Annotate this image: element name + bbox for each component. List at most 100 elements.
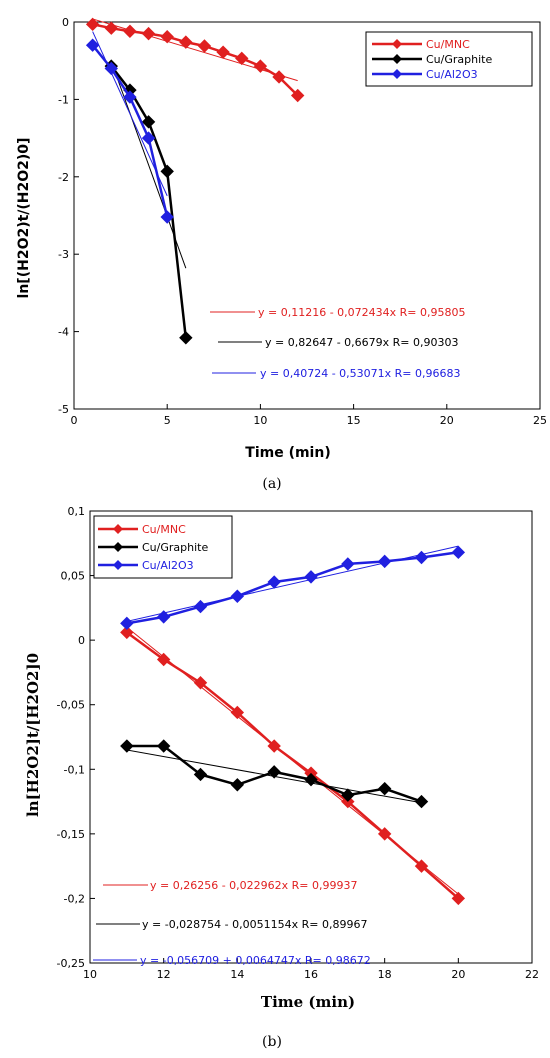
y-tick-label: 0,1 <box>68 505 86 518</box>
panel-label-b: (b) <box>262 1034 282 1050</box>
y-tick-label: 0 <box>78 634 85 647</box>
chart-a-equations: y = 0,11216 - 0,072434x R= 0,95805 y = 0,… <box>210 306 466 380</box>
y-tick-label: -2 <box>58 171 69 184</box>
data-point-marker <box>120 625 134 640</box>
data-point-marker <box>193 599 208 614</box>
series-line-3 <box>126 551 459 625</box>
chart-a-fit-lines <box>92 18 298 269</box>
data-point-marker <box>290 88 305 103</box>
equation-label: y = -0,028754 - 0,0051154x R= 0,89967 <box>142 918 367 931</box>
chart-a-x-ticks: 0 5 10 15 20 25 <box>71 404 547 427</box>
equation-label: y = 0,26256 - 0,022962x R= 0,99937 <box>150 879 358 892</box>
chart-b: 10 12 14 16 18 20 22 0,1 0,05 0 -0,05 -0,1 -0,15 -0,… <box>24 505 539 1050</box>
legend-label: Cu/Al2O3 <box>426 68 478 81</box>
data-point-marker <box>267 575 281 589</box>
data-point-marker <box>141 26 156 41</box>
data-point-marker <box>235 51 249 66</box>
y-tick-label: 0,05 <box>61 570 86 583</box>
legend-label: Cu/Graphite <box>142 541 208 554</box>
y-tick-label: 0 <box>62 16 69 29</box>
data-point-marker <box>377 827 392 841</box>
legend-marker <box>113 542 123 552</box>
legend-marker <box>392 39 402 49</box>
x-tick-label: 5 <box>164 414 171 427</box>
series-line-2 <box>110 65 188 338</box>
data-point-marker <box>267 765 281 779</box>
data-point-marker <box>104 21 118 35</box>
equation-label: y = 0,11216 - 0,072434x R= 0,95805 <box>258 306 466 319</box>
data-point-marker <box>377 554 392 569</box>
chart-b-fit-lines <box>126 545 459 895</box>
legend-label: Cu/MNC <box>142 523 186 536</box>
x-tick-label: 12 <box>157 968 171 981</box>
x-tick-label: 20 <box>451 968 465 981</box>
data-point-marker <box>253 59 268 73</box>
equation-label: y = 0,82647 - 0,6679x R= 0,90303 <box>265 336 459 349</box>
data-point-marker <box>141 115 156 129</box>
data-point-marker <box>414 794 429 809</box>
data-point-marker <box>120 616 134 631</box>
x-tick-label: 20 <box>440 414 454 427</box>
data-point-marker <box>179 331 193 345</box>
legend-marker <box>392 54 402 64</box>
data-point-marker <box>193 676 208 690</box>
data-point-marker <box>451 891 466 906</box>
data-point-marker <box>341 788 355 802</box>
data-point-marker <box>123 24 137 38</box>
x-tick-label: 10 <box>253 414 267 427</box>
chart-b-x-ticks: 10 12 14 16 18 20 22 <box>83 958 539 981</box>
data-point-marker <box>414 550 429 565</box>
equation-label: y = 0,40724 - 0,53071x R= 0,96683 <box>260 367 461 380</box>
legend-marker <box>113 560 123 570</box>
chart-b-equations: y = 0,26256 - 0,022962x R= 0,99937 y = -0… <box>93 879 371 967</box>
data-point-marker <box>123 90 137 104</box>
chart-b-y-axis-label: ln[H2O2]t/[H2O2]0 <box>24 653 42 817</box>
x-tick-label: 14 <box>230 968 244 981</box>
series-line-1 <box>126 631 460 900</box>
data-point-marker <box>216 45 230 59</box>
legend-marker <box>392 69 402 79</box>
data-point-marker <box>104 61 118 76</box>
y-tick-label: -0,1 <box>64 763 85 776</box>
x-tick-label: 0 <box>71 414 78 427</box>
data-point-marker <box>120 739 134 753</box>
y-tick-label: -5 <box>58 403 69 416</box>
x-tick-label: 18 <box>378 968 392 981</box>
data-point-marker <box>160 164 174 179</box>
data-point-marker <box>304 570 318 584</box>
data-point-marker <box>197 39 212 53</box>
chart-b-series <box>120 545 466 906</box>
chart-a-y-axis-label: ln[(H2O2)t/(H2O2)0] <box>16 138 32 299</box>
y-tick-label: -4 <box>58 326 69 339</box>
panel-label-a: (a) <box>262 476 281 492</box>
data-point-marker <box>85 38 100 52</box>
x-tick-label: 16 <box>304 968 318 981</box>
data-point-marker <box>230 705 245 720</box>
series-line-3 <box>91 44 169 218</box>
data-point-marker <box>230 778 245 792</box>
legend-label: Cu/Al2O3 <box>142 559 194 572</box>
chart-b-y-ticks: 0,1 0,05 0 -0,05 -0,1 -0,15 -0,2 -0,25 <box>57 505 95 970</box>
chart-a: 0 5 10 15 20 25 0 -1 -2 -3 -4 -5 Time (min) ln[(H2… <box>16 16 547 492</box>
data-point-marker <box>141 131 156 145</box>
data-point-marker <box>156 739 171 753</box>
legend-label: Cu/Graphite <box>426 53 492 66</box>
chart-b-legend: Cu/MNC Cu/Graphite Cu/Al2O3 <box>93 515 233 579</box>
data-point-marker <box>267 739 281 753</box>
equation-label: y = -0,056709 + 0,0064747x R= 0,98672 <box>140 954 371 967</box>
y-tick-label: -0,2 <box>64 892 85 905</box>
data-point-marker <box>341 557 355 571</box>
x-tick-label: 15 <box>347 414 361 427</box>
y-tick-label: -0,05 <box>57 699 85 712</box>
chart-a-legend: Cu/MNC Cu/Graphite Cu/Al2O3 <box>365 31 533 87</box>
chart-a-plot-frame <box>73 21 541 410</box>
chart-a-y-ticks: 0 -1 -2 -3 -4 -5 <box>58 16 79 416</box>
data-point-marker <box>451 545 466 560</box>
chart-b-x-axis-label: Time (min) <box>261 993 355 1011</box>
data-point-marker <box>377 781 392 796</box>
y-tick-label: -0,15 <box>57 828 85 841</box>
data-point-marker <box>193 767 208 782</box>
data-point-marker <box>160 29 174 44</box>
legend-label: Cu/MNC <box>426 38 470 51</box>
